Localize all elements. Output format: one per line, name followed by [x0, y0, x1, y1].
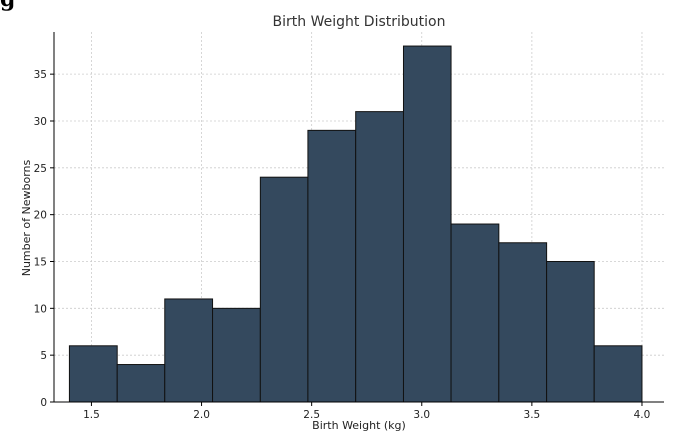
histogram-bar [546, 260, 595, 403]
histogram-bar [259, 176, 309, 403]
y-tick-label: 5 [40, 350, 47, 362]
y-tick-label: 10 [34, 303, 47, 315]
y-tick-label: 30 [34, 116, 47, 128]
x-tick-label: 3.5 [524, 409, 541, 421]
histogram-bar [68, 345, 118, 403]
histogram-bar [402, 45, 452, 403]
bars [68, 45, 643, 403]
chart-title: Birth Weight Distribution [273, 14, 446, 30]
y-tick-label: 25 [34, 163, 47, 175]
x-tick-label: 3.0 [413, 409, 430, 421]
histogram-bar [116, 364, 166, 403]
histogram-bar [307, 129, 357, 403]
y-axis-label: Number of Newborns [20, 159, 33, 276]
x-axis-label: Birth Weight (kg) [312, 419, 406, 432]
x-tick-label: 2.0 [193, 409, 210, 421]
histogram-bar [593, 345, 643, 403]
histogram-bar [164, 298, 214, 403]
ticks: 1.5 2.0 2.5 3.0 3.5 4.0 0 5 10 15 20 25 30 35 [34, 69, 651, 421]
y-tick-label: 35 [34, 69, 47, 81]
y-tick-label: 20 [34, 210, 47, 222]
histogram-bar [450, 223, 500, 403]
x-tick-label: 1.5 [83, 409, 100, 421]
x-tick-label: 4.0 [634, 409, 651, 421]
histogram-bar [355, 111, 404, 403]
axes [53, 32, 664, 403]
histogram-bar [212, 307, 261, 403]
x-tick-label: 2.5 [303, 409, 320, 421]
y-tick-label: 0 [40, 397, 47, 409]
corner-glyph: g [0, 0, 15, 10]
histogram-bar [498, 242, 548, 403]
y-tick-label: 15 [34, 256, 47, 268]
